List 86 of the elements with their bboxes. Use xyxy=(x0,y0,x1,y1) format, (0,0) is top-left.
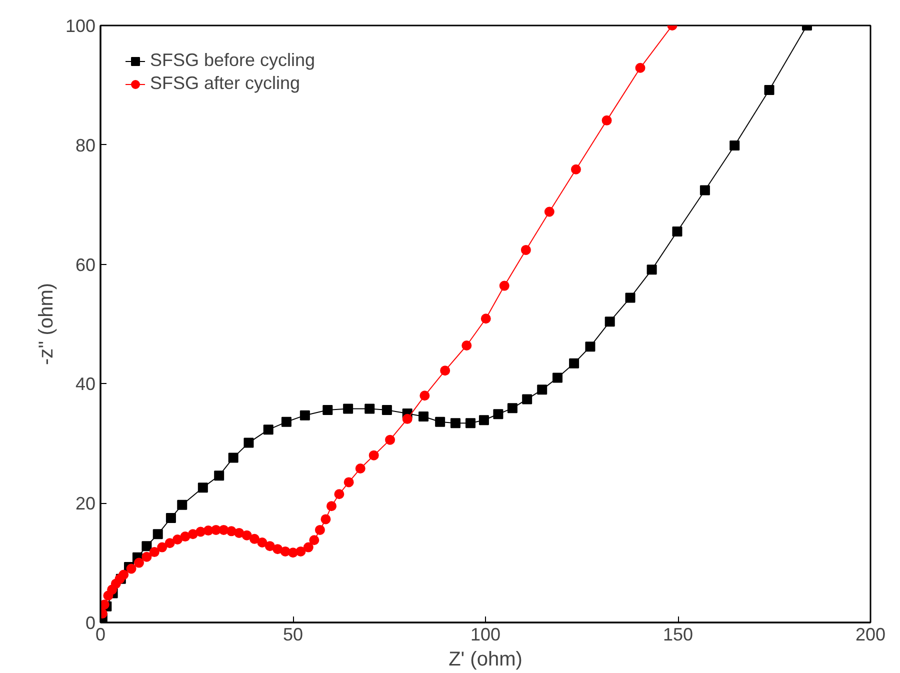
point xyxy=(420,390,430,401)
point xyxy=(188,529,198,540)
point xyxy=(228,452,238,463)
x-axis-title: Z' (ohm) xyxy=(448,648,522,670)
y-tick-label: 60 xyxy=(75,254,96,275)
y-tick-label: 20 xyxy=(75,494,96,514)
point xyxy=(537,384,548,395)
point xyxy=(157,542,168,552)
point xyxy=(343,404,354,414)
point xyxy=(440,366,450,376)
point xyxy=(602,115,612,126)
point xyxy=(334,489,344,500)
point xyxy=(100,600,110,610)
point xyxy=(570,164,581,174)
point xyxy=(364,404,375,414)
y-tick-label: 100 xyxy=(65,16,96,36)
point xyxy=(604,316,615,327)
point xyxy=(385,434,396,445)
x-tick-label: 200 xyxy=(855,624,886,644)
point xyxy=(198,482,208,493)
point xyxy=(478,415,489,426)
point xyxy=(314,524,325,535)
point xyxy=(544,206,554,217)
point xyxy=(522,394,532,404)
y-tick-label: 40 xyxy=(75,374,96,394)
point xyxy=(234,528,244,538)
x-tick-label: 100 xyxy=(470,624,501,644)
point xyxy=(402,414,412,424)
point xyxy=(569,358,580,368)
point xyxy=(480,314,491,324)
point xyxy=(149,547,160,558)
point xyxy=(646,264,657,275)
point xyxy=(142,552,152,562)
x-tick-label: 50 xyxy=(282,624,304,644)
point xyxy=(263,424,274,435)
point xyxy=(764,84,774,95)
point xyxy=(166,513,176,524)
point xyxy=(264,541,275,552)
point xyxy=(177,500,188,510)
point xyxy=(296,546,306,556)
point xyxy=(242,530,252,540)
point xyxy=(462,340,472,350)
point xyxy=(585,342,596,352)
point xyxy=(499,280,510,291)
point xyxy=(126,564,136,574)
point xyxy=(730,140,740,150)
point xyxy=(322,404,333,415)
point xyxy=(450,418,460,428)
point xyxy=(244,438,254,448)
point xyxy=(368,450,379,460)
point xyxy=(552,372,562,383)
y-axis-title: -z'' (ohm) xyxy=(35,282,58,366)
point xyxy=(672,226,682,236)
point xyxy=(281,416,292,427)
point xyxy=(625,292,636,303)
point xyxy=(300,410,310,420)
point xyxy=(382,404,392,415)
point xyxy=(214,470,224,481)
point xyxy=(303,542,314,552)
point xyxy=(435,416,446,427)
point xyxy=(520,244,531,255)
point xyxy=(152,529,163,540)
point xyxy=(172,534,182,545)
point xyxy=(250,534,260,544)
point xyxy=(142,541,152,552)
y-tick-label: 80 xyxy=(75,135,96,156)
legend-label: SFSG before cycling xyxy=(150,50,316,71)
x-tick-label: 150 xyxy=(662,624,694,644)
point xyxy=(164,538,175,548)
point xyxy=(257,538,268,548)
point xyxy=(326,501,336,512)
point xyxy=(134,558,144,568)
point xyxy=(635,62,646,73)
point xyxy=(355,463,366,474)
point xyxy=(465,418,476,428)
point xyxy=(344,477,354,488)
point xyxy=(118,570,129,580)
point xyxy=(507,403,518,414)
legend-label: SFSG after cycling xyxy=(150,73,300,94)
point xyxy=(180,532,190,542)
point xyxy=(320,514,331,524)
point xyxy=(272,544,283,554)
point xyxy=(309,535,320,546)
point xyxy=(493,409,504,420)
point xyxy=(418,412,429,422)
point xyxy=(700,185,710,196)
